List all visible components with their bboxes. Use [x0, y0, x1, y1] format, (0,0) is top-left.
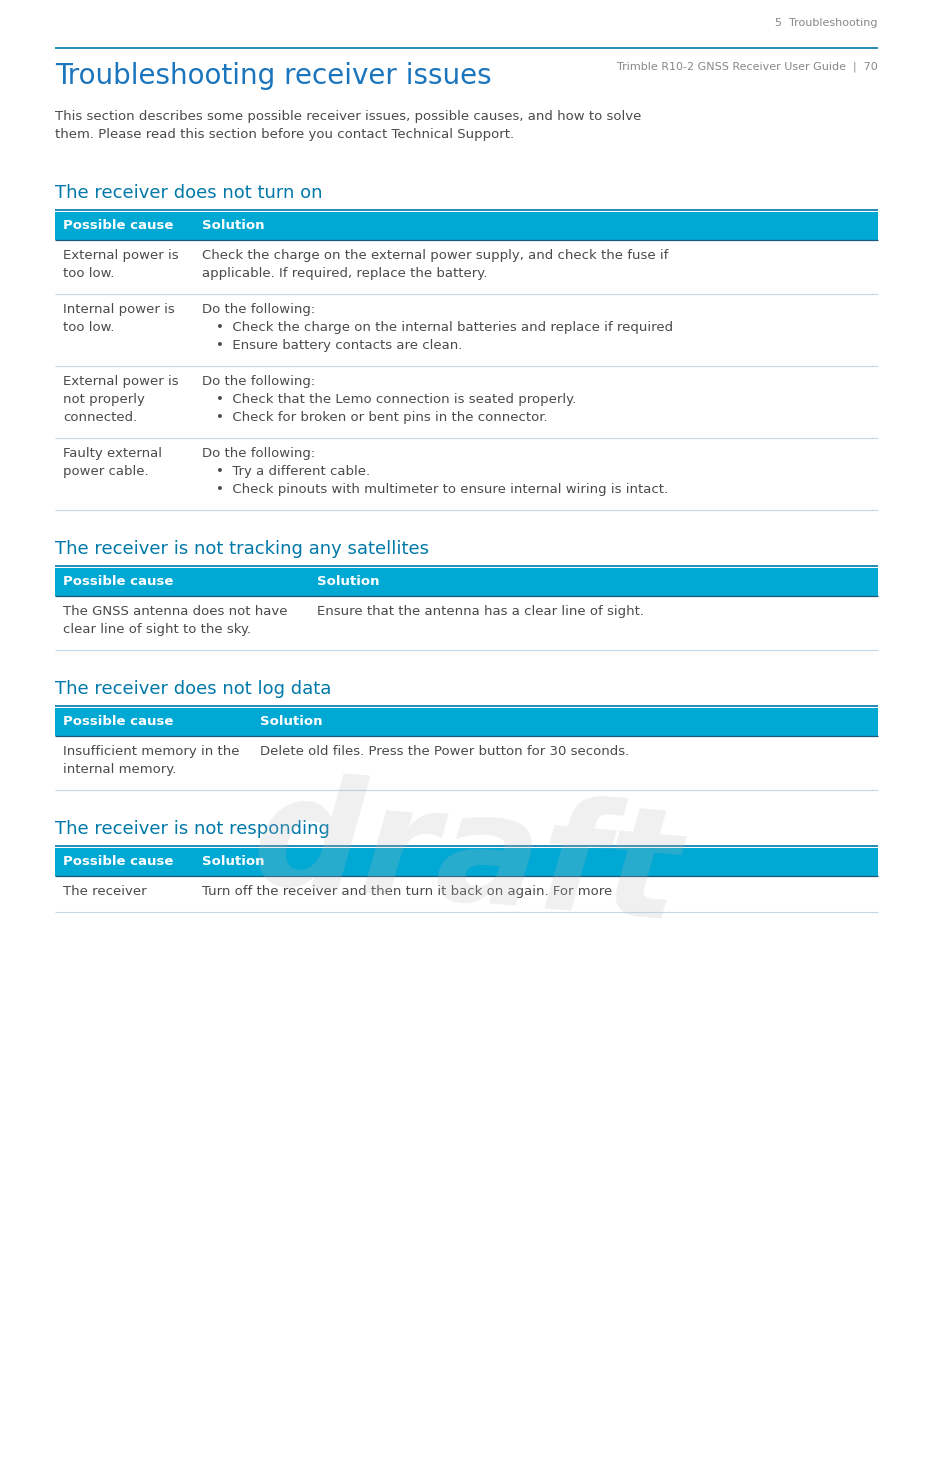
Bar	[55, 212, 878, 240]
Text: Solution: Solution	[260, 715, 323, 729]
Text: internal memory.: internal memory.	[63, 763, 177, 776]
Text: Possible cause: Possible cause	[63, 715, 173, 729]
Bar	[55, 849, 878, 875]
Text: •  Check for broken or bent pins in the connector.: • Check for broken or bent pins in the c…	[216, 412, 548, 424]
Text: too low.: too low.	[63, 267, 114, 280]
Text: The receiver does not log data: The receiver does not log data	[55, 680, 331, 698]
Text: External power is: External power is	[63, 375, 179, 388]
Text: Insufficient memory in the: Insufficient memory in the	[63, 745, 240, 758]
Text: not properly: not properly	[63, 392, 145, 406]
Text: them. Please read this section before you contact Technical Support.: them. Please read this section before yo…	[55, 127, 514, 141]
Text: Delete old files. Press the Power button for 30 seconds.: Delete old files. Press the Power button…	[260, 745, 630, 758]
Text: Internal power is: Internal power is	[63, 304, 175, 315]
Text: •  Try a different cable.: • Try a different cable.	[216, 465, 370, 478]
Text: Solution: Solution	[317, 575, 379, 588]
Text: connected.: connected.	[63, 412, 138, 424]
Text: Do the following:: Do the following:	[202, 304, 315, 315]
Text: •  Check the charge on the internal batteries and replace if required: • Check the charge on the internal batte…	[216, 321, 673, 335]
Bar	[55, 708, 878, 736]
Text: too low.: too low.	[63, 321, 114, 335]
Text: Possible cause: Possible cause	[63, 575, 173, 588]
Text: clear line of sight to the sky.: clear line of sight to the sky.	[63, 624, 251, 635]
Text: Do the following:: Do the following:	[202, 447, 315, 461]
Text: External power is: External power is	[63, 249, 179, 262]
Text: This section describes some possible receiver issues, possible causes, and how t: This section describes some possible rec…	[55, 110, 642, 123]
Text: •  Check that the Lemo connection is seated properly.: • Check that the Lemo connection is seat…	[216, 392, 577, 406]
Text: Possible cause: Possible cause	[63, 855, 173, 868]
Text: Ensure that the antenna has a clear line of sight.: Ensure that the antenna has a clear line…	[317, 606, 644, 618]
Text: The receiver: The receiver	[63, 886, 147, 897]
Text: Faulty external: Faulty external	[63, 447, 162, 461]
Bar	[55, 569, 878, 595]
Text: The receiver does not turn on: The receiver does not turn on	[55, 184, 323, 201]
Text: •  Ensure battery contacts are clean.: • Ensure battery contacts are clean.	[216, 339, 462, 352]
Text: Solution: Solution	[202, 855, 264, 868]
Text: •  Check pinouts with multimeter to ensure internal wiring is intact.: • Check pinouts with multimeter to ensur…	[216, 483, 668, 496]
Text: Troubleshooting receiver issues: Troubleshooting receiver issues	[55, 62, 492, 90]
Text: Possible cause: Possible cause	[63, 219, 173, 233]
Text: Turn off the receiver and then turn it back on again. For more: Turn off the receiver and then turn it b…	[202, 886, 612, 897]
Text: The GNSS antenna does not have: The GNSS antenna does not have	[63, 606, 287, 618]
Text: 5  Troubleshooting: 5 Troubleshooting	[776, 18, 878, 28]
Text: Do the following:: Do the following:	[202, 375, 315, 388]
Text: Trimble R10-2 GNSS Receiver User Guide  |  70: Trimble R10-2 GNSS Receiver User Guide |…	[618, 62, 878, 73]
Text: The receiver is not responding: The receiver is not responding	[55, 820, 330, 838]
Text: The receiver is not tracking any satellites: The receiver is not tracking any satelli…	[55, 541, 429, 558]
Text: Solution: Solution	[202, 219, 264, 233]
Text: power cable.: power cable.	[63, 465, 149, 478]
Text: Check the charge on the external power supply, and check the fuse if: Check the charge on the external power s…	[202, 249, 669, 262]
Text: draft: draft	[247, 766, 685, 952]
Text: applicable. If required, replace the battery.: applicable. If required, replace the bat…	[202, 267, 487, 280]
